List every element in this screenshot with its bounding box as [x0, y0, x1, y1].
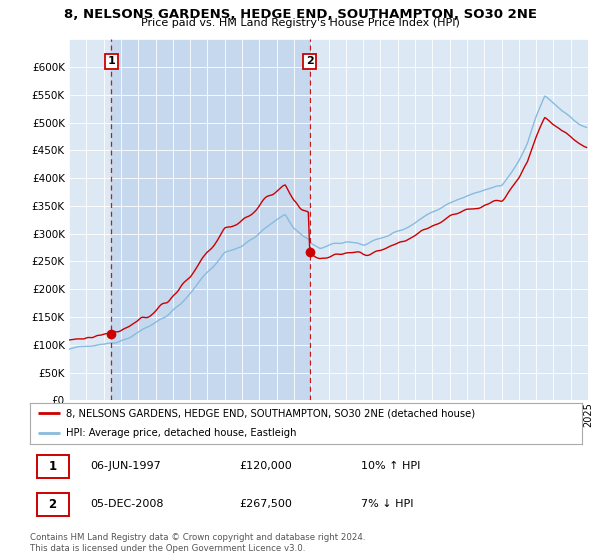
FancyBboxPatch shape: [37, 493, 68, 516]
Text: Contains HM Land Registry data © Crown copyright and database right 2024.
This d: Contains HM Land Registry data © Crown c…: [30, 533, 365, 553]
Text: 8, NELSONS GARDENS, HEDGE END, SOUTHAMPTON, SO30 2NE (detached house): 8, NELSONS GARDENS, HEDGE END, SOUTHAMPT…: [66, 408, 475, 418]
Text: 2: 2: [306, 57, 314, 67]
Text: £120,000: £120,000: [240, 461, 293, 471]
Text: HPI: Average price, detached house, Eastleigh: HPI: Average price, detached house, East…: [66, 428, 296, 438]
Text: 1: 1: [107, 57, 115, 67]
Text: 05-DEC-2008: 05-DEC-2008: [91, 500, 164, 510]
Text: 2: 2: [49, 498, 56, 511]
Text: 7% ↓ HPI: 7% ↓ HPI: [361, 500, 414, 510]
Text: 8, NELSONS GARDENS, HEDGE END, SOUTHAMPTON, SO30 2NE: 8, NELSONS GARDENS, HEDGE END, SOUTHAMPT…: [64, 8, 536, 21]
Text: £267,500: £267,500: [240, 500, 293, 510]
Text: 06-JUN-1997: 06-JUN-1997: [91, 461, 161, 471]
Text: Price paid vs. HM Land Registry's House Price Index (HPI): Price paid vs. HM Land Registry's House …: [140, 18, 460, 28]
Text: 10% ↑ HPI: 10% ↑ HPI: [361, 461, 421, 471]
Bar: [111, 39, 310, 400]
Text: 1: 1: [49, 460, 56, 473]
FancyBboxPatch shape: [37, 455, 68, 478]
